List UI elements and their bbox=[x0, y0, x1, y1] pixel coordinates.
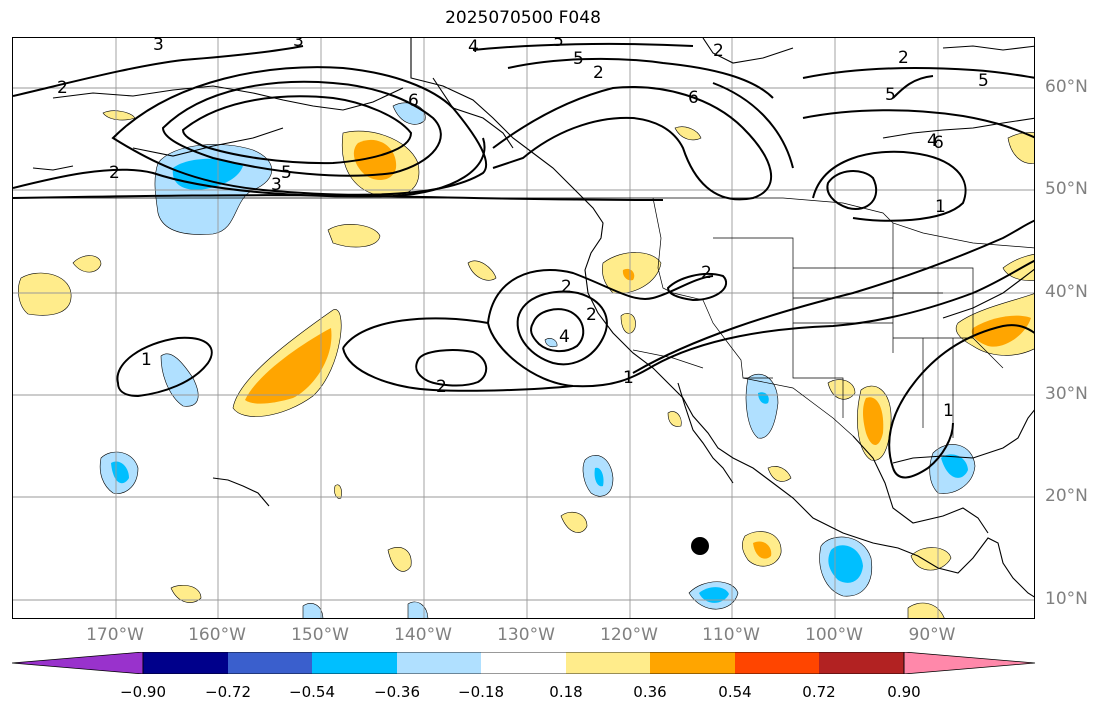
colorbar bbox=[12, 652, 1036, 674]
negative-anomaly-shading bbox=[99, 102, 976, 618]
contour-label: 2 bbox=[586, 305, 597, 325]
map-title: 2025070500 F048 bbox=[445, 8, 601, 28]
contour-label: 1 bbox=[623, 368, 634, 388]
contour-label: 6 bbox=[408, 91, 419, 111]
colorbar-tick: −0.36 bbox=[374, 683, 420, 701]
colorbar-segment bbox=[650, 652, 735, 674]
contour-label: 2 bbox=[701, 263, 712, 283]
lat-label-10n: 10°N bbox=[1045, 589, 1088, 609]
coastlines bbox=[32, 38, 1034, 598]
lon-label-100w: 100°W bbox=[805, 625, 863, 645]
colorbar-segment bbox=[312, 652, 397, 674]
colorbar-segment bbox=[735, 652, 819, 674]
contour-label: 3 bbox=[153, 38, 164, 55]
contour-label: 3 bbox=[293, 38, 304, 51]
contour-label: 4 bbox=[468, 38, 479, 57]
colorbar-extend-low bbox=[12, 652, 144, 674]
colorbar-tick: 0.72 bbox=[802, 683, 836, 701]
lon-label-170w: 170°W bbox=[86, 625, 144, 645]
contour-label: 5 bbox=[978, 71, 989, 91]
colorbar-extend-high bbox=[903, 652, 1036, 674]
contour-label: 3 bbox=[271, 175, 282, 195]
contour-label: 5 bbox=[281, 163, 292, 183]
map-panel: 3 3 4 5 2 2 2 5 2 6 5 5 6 6 4 5 3 2 4 2 … bbox=[12, 37, 1035, 619]
lon-label-110w: 110°W bbox=[702, 625, 760, 645]
contour-label: 2 bbox=[109, 163, 120, 183]
colorbar-segment bbox=[819, 652, 904, 674]
contour-label: 2 bbox=[57, 78, 68, 98]
colorbar-tick: 0.90 bbox=[887, 683, 921, 701]
contour-label: 4 bbox=[559, 327, 570, 347]
contour-label: 2 bbox=[436, 377, 447, 397]
lon-label-90w: 90°W bbox=[908, 625, 956, 645]
colorbar-tick: −0.54 bbox=[289, 683, 335, 701]
colorbar-tick: 0.18 bbox=[549, 683, 583, 701]
colorbar-tick: 0.36 bbox=[633, 683, 667, 701]
lat-label-30n: 30°N bbox=[1045, 384, 1088, 404]
contour-label: 2 bbox=[593, 63, 604, 83]
contour-label: 6 bbox=[688, 88, 699, 108]
storm-center-marker bbox=[691, 537, 709, 555]
contour-label: 2 bbox=[898, 48, 909, 68]
map-canvas: 3 3 4 5 2 2 2 5 2 6 5 5 6 6 4 5 3 2 4 2 … bbox=[13, 38, 1034, 618]
contour-label: 2 bbox=[713, 41, 724, 61]
lon-label-130w: 130°W bbox=[497, 625, 555, 645]
lat-label-40n: 40°N bbox=[1045, 282, 1088, 302]
contour-label: 5 bbox=[573, 49, 584, 69]
graticule bbox=[13, 38, 1034, 618]
contour-label: 6 bbox=[933, 133, 944, 153]
colorbar-tick: −0.90 bbox=[120, 683, 166, 701]
contour-label: 5 bbox=[885, 85, 896, 105]
contour-label: 4 bbox=[927, 131, 938, 151]
colorbar-tick: −0.18 bbox=[458, 683, 504, 701]
contour-label: 1 bbox=[935, 197, 946, 217]
lat-label-20n: 20°N bbox=[1045, 486, 1088, 506]
lon-label-140w: 140°W bbox=[394, 625, 452, 645]
colorbar-segment bbox=[397, 652, 481, 674]
contour-label-group: 3 3 4 5 2 2 2 5 2 6 5 5 6 6 4 5 3 2 4 2 … bbox=[57, 38, 989, 421]
contour-label: 1 bbox=[141, 350, 152, 370]
lon-label-160w: 160°W bbox=[188, 625, 246, 645]
anomaly-contours bbox=[13, 42, 1034, 479]
colorbar-segment bbox=[228, 652, 312, 674]
colorbar-segment bbox=[143, 652, 228, 674]
contour-label: 1 bbox=[943, 401, 954, 421]
colorbar-tick: −0.72 bbox=[205, 683, 251, 701]
lat-label-50n: 50°N bbox=[1045, 179, 1088, 199]
contour-label: 5 bbox=[553, 38, 564, 51]
lon-label-120w: 120°W bbox=[600, 625, 658, 645]
colorbar-segment bbox=[481, 652, 566, 674]
lat-label-60n: 60°N bbox=[1045, 77, 1088, 97]
lon-label-150w: 150°W bbox=[291, 625, 349, 645]
contour-label: 2 bbox=[561, 277, 572, 297]
colorbar-segment bbox=[566, 652, 650, 674]
colorbar-tick: 0.54 bbox=[718, 683, 752, 701]
positive-anomaly-shading bbox=[18, 110, 1034, 618]
